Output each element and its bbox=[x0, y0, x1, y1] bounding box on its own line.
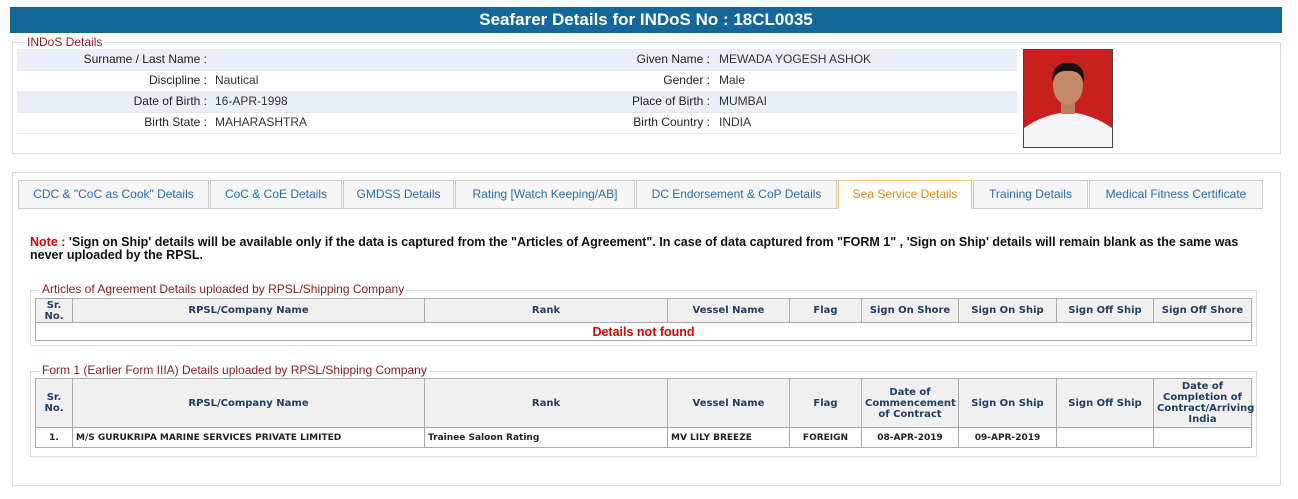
table-cell: M/S GURUKRIPA MARINE SERVICES PRIVATE LI… bbox=[72, 427, 425, 448]
fieldset bbox=[30, 290, 1257, 346]
tab[interactable]: CoC & CoE Details bbox=[210, 180, 342, 209]
table-cell bbox=[1153, 427, 1252, 448]
column-header: Vessel Name bbox=[667, 298, 790, 323]
table-cell bbox=[1056, 427, 1154, 448]
data-table: Sr. No. RPSL/Company Name Rank Vessel Name F… bbox=[35, 298, 1252, 341]
field-value: Male bbox=[719, 73, 746, 87]
table-cell: FOREIGN bbox=[789, 427, 862, 448]
indos-panel: INDoS Details Surname / Last Name : Given… bbox=[12, 35, 1281, 154]
note-label: Note : bbox=[30, 235, 66, 249]
field-value: 16-APR-1998 bbox=[215, 94, 288, 108]
data-row: 1. M/S GURUKRIPA MARINE SERVICES PRIVATE … bbox=[35, 427, 1252, 448]
table-cell: MV LILY BREEZE bbox=[667, 427, 790, 448]
section-legend: Form 1 (Earlier Form IIIA) Details uploa… bbox=[40, 363, 429, 377]
column-header: Vessel Name bbox=[667, 378, 790, 428]
tab-bar: CDC & "CoC as Cook" Details CoC & CoE Det… bbox=[18, 180, 1263, 209]
field-label: Birth State : bbox=[144, 115, 207, 129]
header-row: Sr. No. RPSL/Company Name Rank Vessel Name F… bbox=[35, 378, 1254, 428]
tab[interactable]: Training Details bbox=[973, 180, 1088, 209]
field-row: Birth State : MAHARASHTRA Birth Country : I… bbox=[17, 112, 1017, 134]
field-row: Surname / Last Name : Given Name : MEWADA … bbox=[17, 49, 1017, 71]
tab[interactable]: GMDSS Details bbox=[343, 180, 454, 209]
tab[interactable]: CDC & "CoC as Cook" Details bbox=[18, 180, 209, 209]
panel-legend: INDoS Details bbox=[25, 35, 105, 49]
field-value: MEWADA YOGESH ASHOK bbox=[719, 52, 872, 66]
table-cell: Trainee Saloon Rating bbox=[424, 427, 668, 448]
fieldset bbox=[30, 371, 1257, 457]
note: Note : 'Sign on Ship' details will be av… bbox=[30, 236, 1255, 262]
column-header: RPSL/Company Name bbox=[72, 378, 425, 428]
column-header: Rank bbox=[424, 298, 668, 323]
data-table: Sr. No. RPSL/Company Name Rank Vessel Name F… bbox=[35, 378, 1254, 448]
column-header: Flag bbox=[789, 298, 862, 323]
empty-message: Details not found bbox=[35, 322, 1252, 341]
field-label: Surname / Last Name : bbox=[83, 52, 207, 66]
column-header: Sign Off Ship bbox=[1056, 378, 1154, 428]
page-title: Seafarer Details for INDoS No : 18CL0035 bbox=[10, 7, 1282, 33]
field-row: Discipline : Nautical Gender : Male bbox=[17, 70, 1017, 92]
tab[interactable]: Medical Fitness Certificate bbox=[1089, 180, 1263, 209]
tab[interactable]: DC Endorsement & CoP Details bbox=[636, 180, 837, 209]
column-header: Date of Commencement of Contract bbox=[861, 378, 959, 428]
column-header: Sign On Ship bbox=[958, 298, 1057, 323]
column-header: Sign On Ship bbox=[958, 378, 1057, 428]
table-cell: 08-APR-2019 bbox=[861, 427, 959, 448]
table-cell: 1. bbox=[35, 427, 73, 448]
field-label: Discipline : bbox=[148, 73, 207, 87]
field-value: MUMBAI bbox=[719, 94, 767, 108]
header-row: Sr. No. RPSL/Company Name Rank Vessel Name F… bbox=[35, 298, 1252, 323]
field-value: INDIA bbox=[719, 115, 752, 129]
field-value: Nautical bbox=[215, 73, 259, 87]
column-header: Sr. No. bbox=[35, 378, 73, 428]
column-header: Flag bbox=[789, 378, 862, 428]
column-header: Sign Off Shore bbox=[1153, 298, 1252, 323]
column-header: Rank bbox=[424, 378, 668, 428]
field-value: MAHARASHTRA bbox=[215, 115, 308, 129]
field-label: Gender : bbox=[663, 73, 710, 87]
column-header: Sign Off Ship bbox=[1056, 298, 1154, 323]
field-label: Given Name : bbox=[636, 52, 710, 66]
column-header: Sr. No. bbox=[35, 298, 73, 323]
column-header: RPSL/Company Name bbox=[72, 298, 425, 323]
table-cell: 09-APR-2019 bbox=[958, 427, 1057, 448]
seafarer-photo bbox=[1023, 49, 1113, 148]
column-header: Sign On Shore bbox=[861, 298, 959, 323]
section-legend: Articles of Agreement Details uploaded b… bbox=[40, 282, 407, 296]
note-text: 'Sign on Ship' details will be available… bbox=[30, 235, 1239, 262]
tab[interactable]: Rating [Watch Keeping/AB] bbox=[455, 180, 635, 209]
field-label: Birth Country : bbox=[633, 115, 710, 129]
tab[interactable]: Sea Service Details bbox=[838, 180, 972, 209]
column-header: Date of Completion of Contract/Arriving … bbox=[1153, 378, 1254, 428]
field-row: Date of Birth : 16-APR-1998 Place of Birth… bbox=[17, 91, 1017, 113]
field-label: Place of Birth : bbox=[631, 94, 710, 108]
details-panel bbox=[12, 172, 1281, 486]
empty-row: Details not found bbox=[35, 322, 1252, 341]
field-label: Date of Birth : bbox=[133, 94, 207, 108]
